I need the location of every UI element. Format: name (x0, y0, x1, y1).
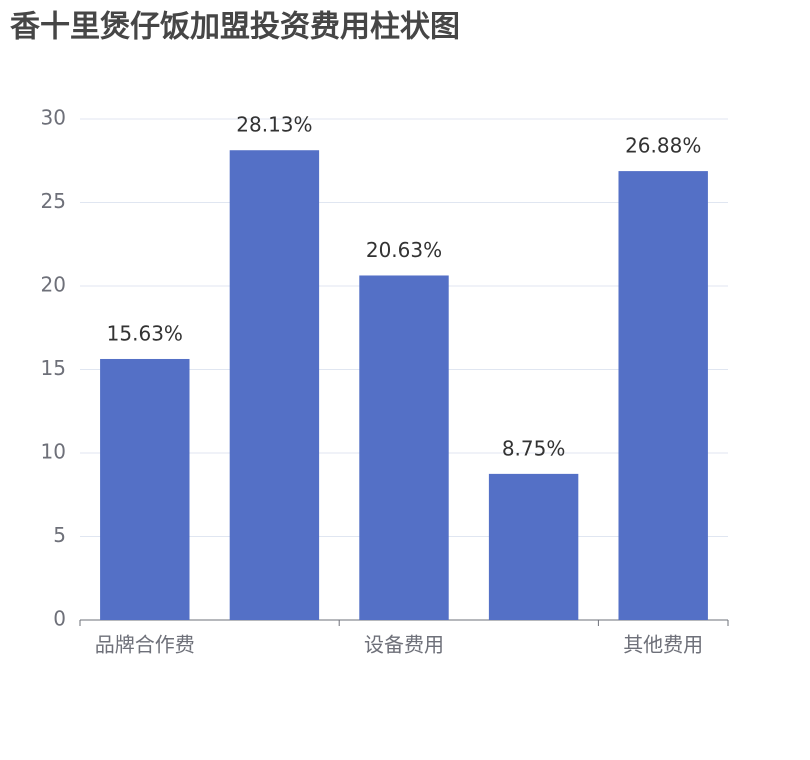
data-label: 28.13% (236, 113, 312, 137)
bar (229, 150, 320, 620)
data-label: 15.63% (107, 321, 183, 345)
chart-title: 香十里煲仔饭加盟投资费用柱状图 (10, 10, 460, 45)
y-tick-label: 15 (41, 356, 66, 380)
bar (359, 275, 449, 620)
y-tick-label: 10 (41, 440, 66, 464)
x-tick-label: 其他费用 (623, 633, 703, 657)
data-label: 20.63% (366, 238, 442, 262)
x-tick-label: 品牌合作费 (95, 633, 195, 657)
bar (100, 358, 190, 620)
y-tick-label: 25 (41, 189, 66, 213)
y-tick-label: 0 (53, 607, 66, 631)
bar (488, 473, 579, 620)
data-label: 26.88% (625, 134, 701, 158)
bar (618, 171, 708, 620)
data-label: 8.75% (502, 436, 566, 460)
x-tick-label: 设备费用 (364, 633, 444, 657)
y-tick-label: 20 (41, 273, 66, 297)
y-tick-label: 5 (53, 523, 66, 547)
y-tick-label: 30 (41, 106, 66, 130)
